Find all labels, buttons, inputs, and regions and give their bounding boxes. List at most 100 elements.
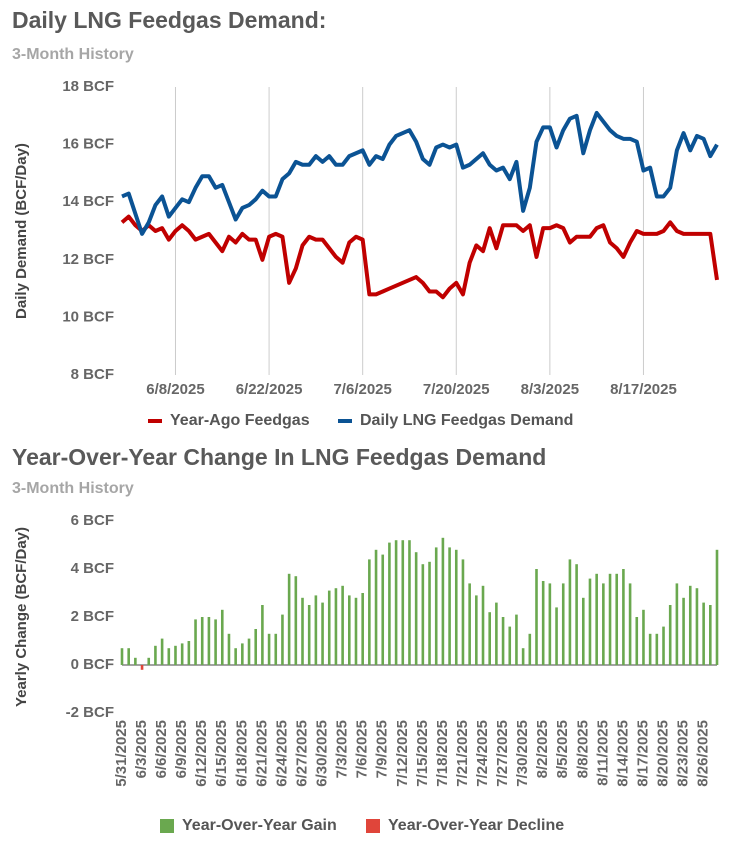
bar xyxy=(408,540,411,665)
x-tick-label: 8/26/2025 xyxy=(695,720,712,787)
bar xyxy=(200,617,204,665)
bar xyxy=(535,569,538,665)
bar xyxy=(662,626,665,665)
x-tick-label: 5/31/2025 xyxy=(113,720,130,787)
y-tick-label: 12 BCF xyxy=(62,251,114,268)
x-tick-label: 7/3/2025 xyxy=(334,720,351,778)
x-tick-label: 7/15/2025 xyxy=(414,720,431,787)
bar xyxy=(628,583,632,665)
x-tick-label: 7/6/2025 xyxy=(333,381,391,398)
bar xyxy=(515,614,518,665)
x-tick-label: 8/3/2025 xyxy=(521,381,579,398)
x-tick-label: 8/17/2025 xyxy=(634,720,651,787)
bar xyxy=(381,554,385,665)
legend-label: Daily LNG Feedgas Demand xyxy=(360,412,573,429)
bar xyxy=(528,633,532,665)
bar xyxy=(274,633,278,665)
bar xyxy=(348,595,351,665)
bar xyxy=(595,573,598,665)
y-tick-label: 10 BCF xyxy=(62,308,114,325)
x-tick-label: 8/23/2025 xyxy=(675,720,692,787)
bar xyxy=(327,590,331,665)
bar xyxy=(154,645,157,665)
bar xyxy=(147,657,151,665)
bar xyxy=(341,585,344,665)
x-tick-label: 6/6/2025 xyxy=(153,720,170,778)
bar xyxy=(575,564,578,665)
data-line xyxy=(121,110,719,236)
bar xyxy=(354,597,358,665)
bar xyxy=(454,549,458,665)
bar xyxy=(555,607,558,665)
x-tick-label: 8/11/2025 xyxy=(594,720,611,786)
y-tick-label: 0 BCF xyxy=(71,656,114,673)
bar xyxy=(434,547,438,665)
x-tick-label: 6/18/2025 xyxy=(233,720,250,787)
bar xyxy=(180,643,184,665)
bar xyxy=(361,593,364,665)
bar xyxy=(548,583,552,665)
chart-title: Year-Over-Year Change In LNG Feedgas Dem… xyxy=(12,444,546,470)
x-tick-label: 6/8/2025 xyxy=(146,381,204,398)
y-tick-label: 16 BCF xyxy=(62,136,114,153)
bar xyxy=(314,595,318,665)
x-tick-label: 8/2/2025 xyxy=(534,720,551,778)
bar xyxy=(702,602,705,665)
y-tick-label: 8 BCF xyxy=(71,366,114,383)
bar xyxy=(655,633,659,665)
bar xyxy=(635,617,639,665)
bar xyxy=(648,633,652,665)
bar xyxy=(541,581,545,665)
bar xyxy=(368,559,371,665)
bar xyxy=(160,638,164,665)
x-tick-label: 6/9/2025 xyxy=(173,720,190,778)
bar xyxy=(481,585,485,665)
x-tick-label: 6/15/2025 xyxy=(213,720,230,787)
bar xyxy=(561,583,565,665)
bar xyxy=(127,648,130,665)
x-tick-label: 6/3/2025 xyxy=(133,720,150,778)
bar xyxy=(602,583,605,665)
x-tick-label: 7/21/2025 xyxy=(454,720,471,787)
bar xyxy=(167,648,171,665)
x-tick-label: 6/27/2025 xyxy=(293,720,310,787)
bar xyxy=(294,576,298,665)
x-tick-label: 8/20/2025 xyxy=(654,720,671,787)
bar xyxy=(688,585,692,665)
bar xyxy=(508,626,512,665)
bar xyxy=(608,573,612,665)
y-axis-label: Yearly Change (BCF/Day) xyxy=(13,527,30,707)
bar xyxy=(668,605,672,665)
bar xyxy=(428,561,431,665)
x-tick-label: 7/9/2025 xyxy=(374,720,391,778)
bar xyxy=(715,549,719,665)
bar xyxy=(241,643,244,665)
bar xyxy=(401,540,405,665)
bar xyxy=(642,609,645,665)
y-tick-label: 18 BCF xyxy=(62,78,114,95)
bar xyxy=(247,638,251,665)
bar xyxy=(394,540,398,665)
x-tick-label: 8/17/2025 xyxy=(610,381,677,398)
y-axis-label: Daily Demand (BCF/Day) xyxy=(13,143,30,319)
legend-swatch xyxy=(366,819,380,833)
x-tick-label: 6/30/2025 xyxy=(314,720,331,787)
bar xyxy=(468,583,471,665)
legend-label: Year-Over-Year Decline xyxy=(388,817,564,834)
x-tick-label: 7/20/2025 xyxy=(423,381,490,398)
chart-subtitle: 3-Month History xyxy=(12,46,134,63)
x-tick-label: 6/24/2025 xyxy=(273,720,290,787)
bar xyxy=(207,617,211,665)
bar xyxy=(475,595,478,665)
bar xyxy=(448,547,451,665)
bar xyxy=(254,629,258,665)
x-tick-label: 6/21/2025 xyxy=(253,720,270,787)
x-tick-label: 8/14/2025 xyxy=(614,720,631,787)
bar xyxy=(227,633,231,665)
bar xyxy=(682,597,685,665)
bar xyxy=(441,537,445,665)
bar xyxy=(495,602,498,665)
bar xyxy=(622,569,625,665)
